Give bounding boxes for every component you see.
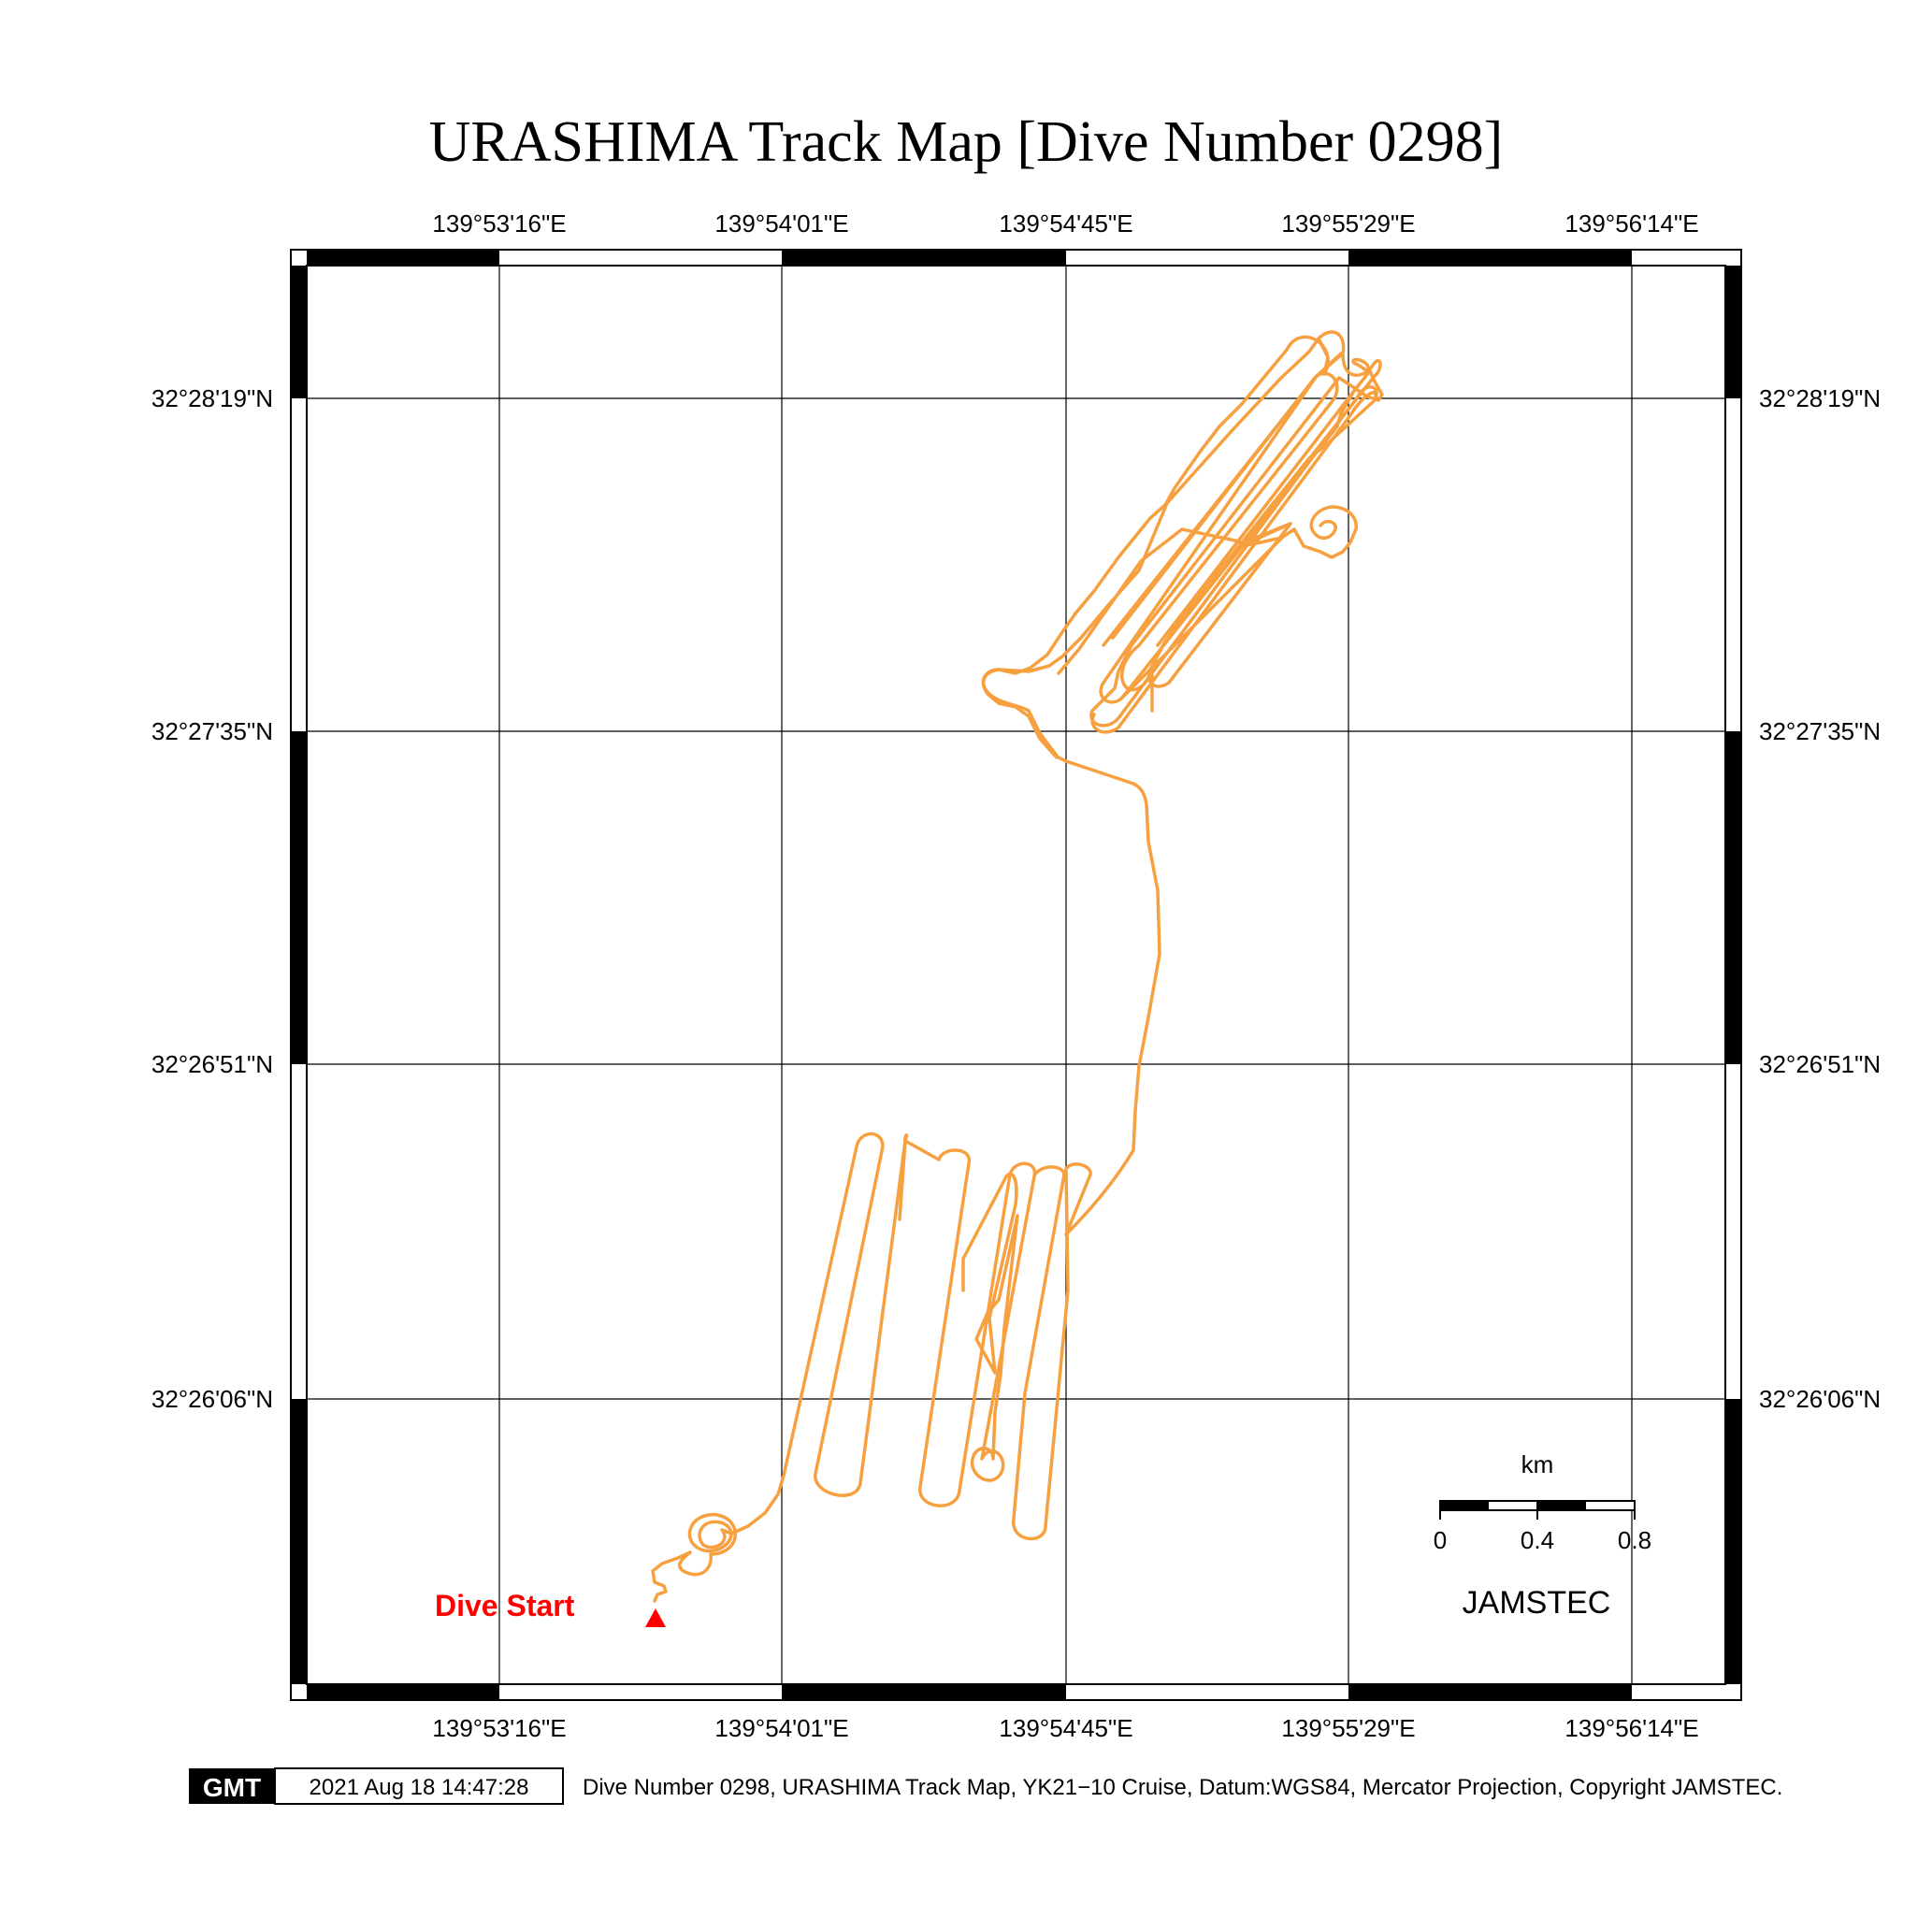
lat-label-left: 32°26'51"N [151, 1050, 273, 1078]
lon-label-top: 139°55'29"E [1281, 209, 1415, 238]
dive-start-marker [645, 1608, 666, 1627]
lon-label-bottom: 139°56'14"E [1564, 1714, 1698, 1742]
lat-label-right: 32°28'19"N [1759, 384, 1881, 412]
timestamp: 2021 Aug 18 14:47:28 [310, 1775, 529, 1800]
timestamp-box [274, 1767, 564, 1805]
frame-checker-horizontal [307, 250, 1632, 1700]
scale-tick-label: 0 [1434, 1526, 1447, 1554]
lat-label-right: 32°26'06"N [1759, 1385, 1881, 1413]
scale-tick-label: 0.8 [1618, 1526, 1651, 1554]
lon-label-bottom: 139°55'29"E [1281, 1714, 1415, 1742]
lon-label-top: 139°54'45"E [999, 209, 1132, 238]
organization-label: JAMSTEC [1463, 1585, 1611, 1621]
graticule [307, 266, 1725, 1684]
map-frame-inner [306, 265, 1726, 1685]
frame-checker-vertical [291, 266, 1741, 1684]
scale-unit: km [1521, 1450, 1554, 1478]
lat-label-left: 32°26'06"N [151, 1385, 273, 1413]
lat-label-left: 32°28'19"N [151, 384, 273, 412]
dive-start-label: Dive Start [435, 1589, 575, 1622]
lon-label-bottom: 139°53'16"E [432, 1714, 566, 1742]
lat-label-left: 32°27'35"N [151, 717, 273, 745]
scale-tick-label: 0.4 [1521, 1526, 1554, 1554]
vehicle-track-legs [981, 335, 1377, 757]
scale-bar [1439, 1500, 1636, 1520]
lon-label-top: 139°54'01"E [714, 209, 848, 238]
lon-label-top: 139°53'16"E [432, 209, 566, 238]
gmt-logo-text: GMT [203, 1773, 261, 1802]
lon-label-bottom: 139°54'01"E [714, 1714, 848, 1742]
map-title: URASHIMA Track Map [Dive Number 0298] [429, 110, 1504, 174]
gmt-logo: GMT [189, 1768, 275, 1804]
lat-label-right: 32°27'35"N [1759, 717, 1881, 745]
footer-caption: Dive Number 0298, URASHIMA Track Map, YK… [583, 1775, 1782, 1800]
lon-label-top: 139°56'14"E [1564, 209, 1698, 238]
lat-label-right: 32°26'51"N [1759, 1050, 1881, 1078]
lon-label-bottom: 139°54'45"E [999, 1714, 1132, 1742]
